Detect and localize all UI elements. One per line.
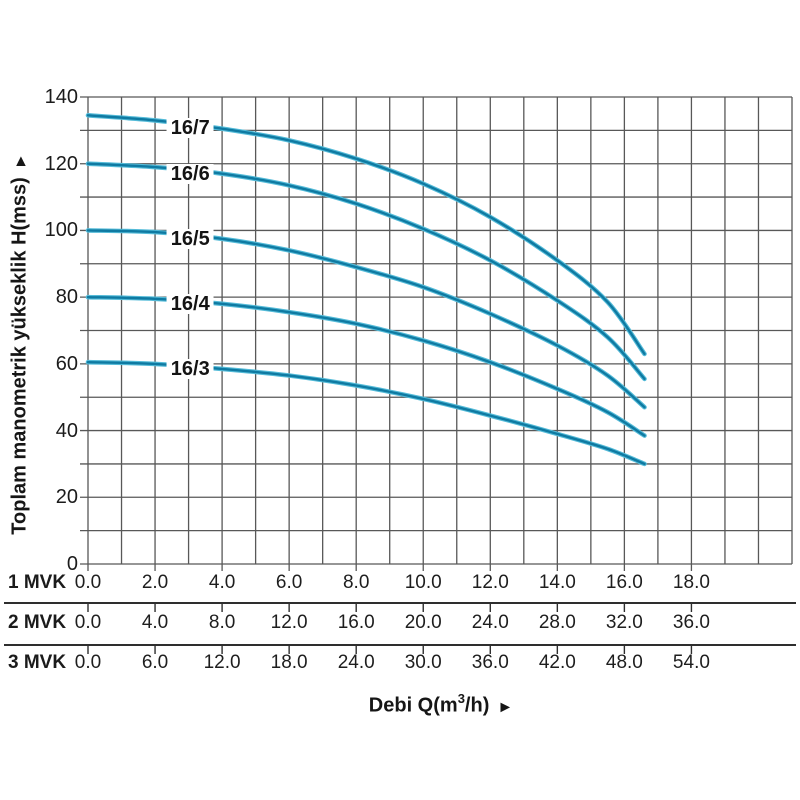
row-label-3-mvk: 3 MVK <box>8 652 67 673</box>
x-tick-label: 0.0 <box>74 652 102 673</box>
x-tick-label: 14.0 <box>538 572 576 593</box>
x-tick-label: 0.0 <box>74 572 102 593</box>
x-tick-label: 2.0 <box>141 572 169 593</box>
x-tick-label: 24.0 <box>471 612 509 633</box>
y-tick-label: 40 <box>55 419 78 442</box>
x-tick-label: 18.0 <box>270 652 308 673</box>
x-tick-label: 12.0 <box>203 652 241 673</box>
curve-label-16/6: 16/6 <box>166 163 214 184</box>
x-tick-label: 32.0 <box>605 612 643 633</box>
x-tick-label: 6.0 <box>275 572 303 593</box>
x-tick-label: 4.0 <box>141 612 169 633</box>
x-tick-label: 12.0 <box>270 612 308 633</box>
row-label-2-mvk: 2 MVK <box>8 612 67 633</box>
x-tick-label: 12.0 <box>471 572 509 593</box>
x-tick-label: 36.0 <box>672 612 710 633</box>
x-tick-label: 36.0 <box>471 652 509 673</box>
x-axis-title-post: /h) <box>464 694 490 717</box>
curve-label-16/3: 16/3 <box>166 359 214 380</box>
y-tick-label: 80 <box>55 286 78 309</box>
x-tick-label: 6.0 <box>141 652 169 673</box>
y-tick-label: 20 <box>55 486 78 509</box>
x-tick-label: 4.0 <box>208 572 236 593</box>
x-axis-title: Debi Q(m3/h) ► <box>368 691 514 718</box>
x-tick-label: 28.0 <box>538 612 576 633</box>
curve-16/5 <box>86 229 646 409</box>
y-tick-label: 60 <box>55 352 78 375</box>
curve-label-16/7: 16/7 <box>166 117 214 138</box>
x-tick-label: 30.0 <box>404 652 442 673</box>
y-axis-title: Toplam manometrik yükseklik H(mss)► <box>9 153 32 534</box>
x-tick-label: 8.0 <box>208 612 236 633</box>
y-tick-label: 0 <box>66 553 78 575</box>
x-axis-title-sup: 3 <box>457 691 465 706</box>
curve-label-16/4: 16/4 <box>166 294 214 315</box>
y-tick-label: 120 <box>44 152 78 175</box>
x-tick-label: 10.0 <box>404 572 442 593</box>
x-tick-label: 18.0 <box>672 572 710 593</box>
x-axis-title-pre: Debi Q(m <box>368 694 458 717</box>
y-tick-label: 140 <box>44 86 78 108</box>
x-tick-label: 42.0 <box>538 652 576 673</box>
y-tick-label: 100 <box>44 219 78 242</box>
x-tick-label: 48.0 <box>605 652 643 673</box>
x-tick-label: 20.0 <box>404 612 442 633</box>
row-label-1-mvk: 1 MVK <box>8 572 67 593</box>
curve-label-16/5: 16/5 <box>166 228 214 249</box>
x-axis-arrow-icon: ► <box>497 698 514 716</box>
x-tick-label: 8.0 <box>342 572 370 593</box>
x-tick-label: 16.0 <box>337 612 375 633</box>
x-tick-label: 16.0 <box>605 572 643 593</box>
x-tick-label: 24.0 <box>337 652 375 673</box>
x-tick-label: 0.0 <box>74 612 102 633</box>
x-tick-label: 54.0 <box>672 652 710 673</box>
curve-16/5-halo <box>85 228 647 410</box>
